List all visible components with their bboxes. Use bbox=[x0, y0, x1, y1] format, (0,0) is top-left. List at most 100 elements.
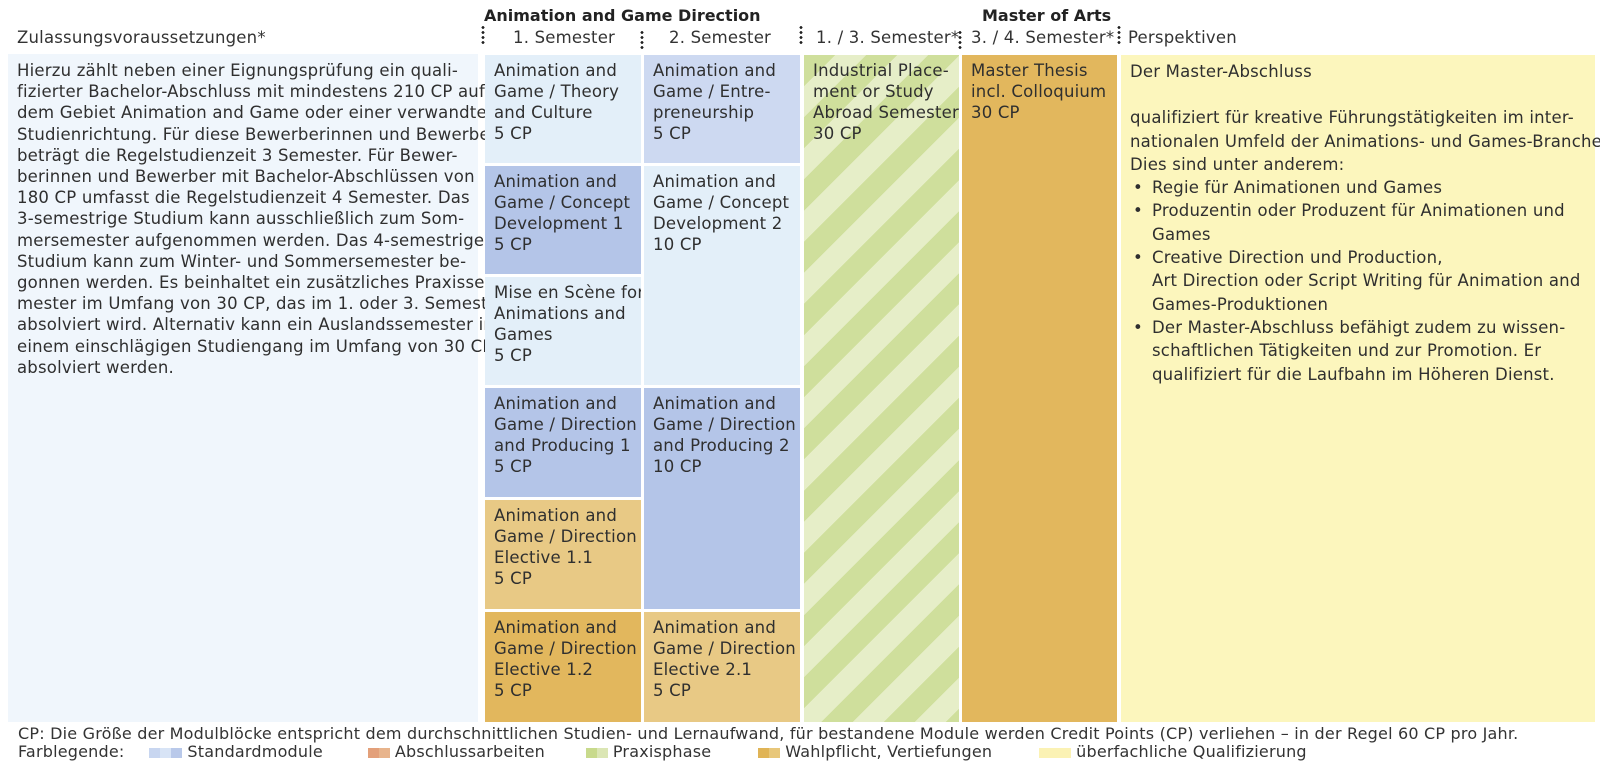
column-divider-icon bbox=[1117, 25, 1121, 45]
perspectives-bullet: • Produzentin oder Produzent für Animati… bbox=[1130, 199, 1586, 246]
module-line: Animation and bbox=[494, 61, 618, 80]
perspectives-panel: Der Master-Abschluss qualifiziert für kr… bbox=[1121, 55, 1600, 722]
bullet-icon: • bbox=[1133, 201, 1143, 221]
program-title: Animation and Game Direction bbox=[484, 6, 761, 25]
requirements-line: Studium kann zum Winter- und Sommersemes… bbox=[17, 251, 467, 271]
module-line: Elective 2.1 bbox=[653, 660, 753, 679]
requirements-line: einem einschlägigen Studiengang im Umfan… bbox=[17, 336, 493, 356]
bullet-line: Produzentin oder Produzent für Animation… bbox=[1152, 201, 1565, 221]
requirements-line: 180 CP umfasst die Regelstudienzeit 4 Se… bbox=[17, 188, 470, 208]
module-line: Animation and bbox=[653, 618, 777, 637]
module-credits: 5 CP bbox=[494, 457, 533, 476]
legend-swatch-practice-icon bbox=[585, 742, 608, 761]
module-line: Game / Direction bbox=[494, 639, 637, 658]
module-line: Game / Direction bbox=[494, 527, 637, 546]
module-line: incl. Colloquium bbox=[971, 82, 1107, 101]
legend-swatch-standard-icon bbox=[149, 742, 183, 761]
module-credits: 5 CP bbox=[494, 235, 533, 254]
requirements-panel: Hierzu zählt neben einer Eignungsprüfung… bbox=[8, 54, 506, 722]
bullet-icon: • bbox=[1133, 248, 1143, 268]
module-line: Games bbox=[494, 325, 553, 344]
semester-1-3-header: 1. / 3. Semester* bbox=[816, 28, 960, 47]
module-line: Game / Entre- bbox=[653, 82, 771, 101]
requirements-line: gonnen werden. Es beinhaltet ein zusätzl… bbox=[17, 273, 491, 293]
module-elective-1-2: Animation and Game / Direction Elective … bbox=[485, 612, 641, 722]
legend-item-label: Abschlussarbeiten bbox=[394, 742, 545, 761]
module-line: Development 1 bbox=[494, 214, 624, 233]
module-elective-1-1: Animation and Game / Direction Elective … bbox=[485, 500, 641, 609]
column-divider-icon bbox=[958, 30, 962, 50]
module-industrial-placement: Industrial Place- ment or Study Abroad S… bbox=[804, 55, 959, 722]
module-credits: 5 CP bbox=[494, 346, 533, 365]
requirements-header: Zulassungsvoraussetzungen* bbox=[17, 28, 266, 47]
module-line: Industrial Place- bbox=[813, 61, 949, 80]
perspectives-bullet: • Creative Direction und Production, Art… bbox=[1130, 246, 1586, 316]
requirements-line: absolviert werden. bbox=[17, 357, 174, 377]
module-line: Development 2 bbox=[653, 214, 783, 233]
color-legend: Farblegende: Standardmodule Abschlussarb… bbox=[18, 742, 1307, 761]
module-line: Game / Direction bbox=[653, 415, 796, 434]
legend-swatch-elective-icon bbox=[757, 742, 780, 761]
legend-item-label: Praxisphase bbox=[612, 742, 712, 761]
semester-3-4-header: 3. / 4. Semester* bbox=[971, 28, 1115, 47]
module-theory-culture: Animation and Game / Theory and Culture … bbox=[485, 55, 641, 163]
module-direction-producing-2: Animation and Game / Direction and Produ… bbox=[644, 388, 800, 609]
legend-item-label: überfachliche Qualifizierung bbox=[1076, 742, 1307, 761]
legend-item-label: Standardmodule bbox=[187, 742, 323, 761]
bullet-line: qualifiziert für die Laufbahn im Höheren… bbox=[1152, 364, 1555, 384]
module-direction-producing-1: Animation and Game / Direction and Produ… bbox=[485, 388, 641, 497]
module-line: Master Thesis bbox=[971, 61, 1088, 80]
bullet-line: Der Master-Abschluss befähigt zudem zu w… bbox=[1152, 317, 1566, 337]
requirements-line: Studienrichtung. Für diese Bewerberinnen… bbox=[17, 124, 497, 144]
perspectives-title: Der Master-Abschluss bbox=[1130, 62, 1312, 81]
module-line: Animation and bbox=[494, 394, 618, 413]
degree-title: Master of Arts bbox=[982, 6, 1112, 25]
perspectives-bullet: • Der Master-Abschluss befähigt zudem zu… bbox=[1130, 316, 1586, 386]
requirements-line: mester im Umfang von 30 CP, das im 1. od… bbox=[17, 294, 506, 314]
semester-1-header: 1. Semester bbox=[513, 28, 616, 47]
module-credits: 30 CP bbox=[971, 103, 1020, 122]
requirements-line: fizierter Bachelor-Abschluss mit mindest… bbox=[17, 82, 485, 102]
requirements-line: 3-semestrige Studium kann ausschließlich… bbox=[17, 209, 465, 229]
requirements-line: beträgt die Regelstudienzeit 3 Semester.… bbox=[17, 145, 458, 165]
module-line: Game / Concept bbox=[653, 193, 790, 212]
module-line: Animation and bbox=[653, 394, 777, 413]
legend-label: Farblegende: bbox=[18, 742, 125, 761]
module-credits: 5 CP bbox=[494, 681, 533, 700]
bullet-line: Games-Produktionen bbox=[1152, 294, 1329, 314]
module-line: Mise en Scène for bbox=[494, 283, 641, 302]
spacer bbox=[1130, 83, 1586, 106]
column-divider-icon bbox=[799, 25, 803, 45]
module-credits: 10 CP bbox=[653, 457, 702, 476]
module-line: Abroad Semester bbox=[813, 103, 959, 122]
perspectives-intro-line: nationalen Umfeld der Animations- und Ga… bbox=[1130, 131, 1600, 151]
module-master-thesis: Master Thesis incl. Colloquium 30 CP bbox=[962, 55, 1117, 722]
requirements-line: absolviert wird. Alternativ kann ein Aus… bbox=[17, 315, 495, 335]
bullet-line: Games bbox=[1152, 224, 1211, 244]
module-line: Elective 1.1 bbox=[494, 548, 594, 567]
module-line: Animation and bbox=[494, 506, 618, 525]
module-credits: 5 CP bbox=[653, 681, 692, 700]
semester-2-header: 2. Semester bbox=[669, 28, 772, 47]
bullet-line: Creative Direction und Production, bbox=[1152, 248, 1443, 268]
module-mise-en-scene: Mise en Scène for Animations and Games 5… bbox=[485, 277, 641, 385]
legend-item-label: Wahlpflicht, Vertiefungen bbox=[785, 742, 993, 761]
module-line: Game / Direction bbox=[653, 639, 796, 658]
module-credits: 5 CP bbox=[494, 569, 533, 588]
legend-swatch-thesis-icon bbox=[367, 742, 390, 761]
requirements-line: dem Gebiet Animation and Game oder einer… bbox=[17, 103, 498, 123]
module-concept-development-1: Animation and Game / Concept Development… bbox=[485, 166, 641, 274]
perspectives-bullet: • Regie für Animationen und Games bbox=[1130, 176, 1586, 199]
module-line: Elective 1.2 bbox=[494, 660, 594, 679]
module-line: Animation and bbox=[494, 618, 618, 637]
module-line: Game / Concept bbox=[494, 193, 631, 212]
perspectives-header: Perspektiven bbox=[1128, 28, 1237, 47]
bullet-line: Art Direction oder Script Writing für An… bbox=[1152, 271, 1581, 291]
module-line: Game / Theory bbox=[494, 82, 620, 101]
bullet-line: Regie für Animationen und Games bbox=[1152, 178, 1443, 198]
module-line: and Producing 1 bbox=[494, 436, 631, 455]
module-entrepreneurship: Animation and Game / Entre- preneurship … bbox=[644, 55, 800, 163]
module-line: and Producing 2 bbox=[653, 436, 790, 455]
legend-swatch-general-icon bbox=[1038, 742, 1071, 761]
module-line: ment or Study bbox=[813, 82, 934, 101]
